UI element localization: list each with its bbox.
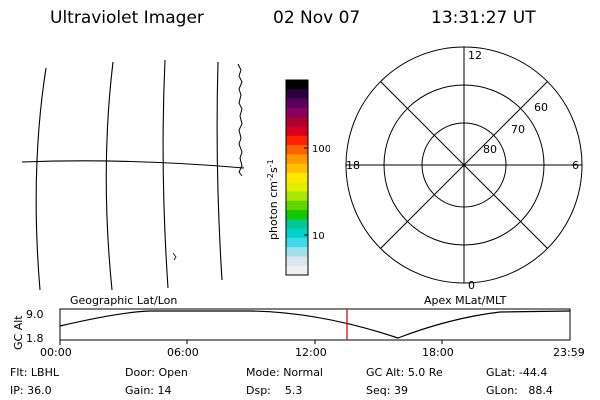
longitude-line	[35, 67, 47, 291]
polar-mlat-mlt-plot: 12 0 18 6 60 70 80	[345, 46, 583, 290]
altitude-axis-label: GC Alt	[12, 315, 25, 350]
instrument-title: Ultraviolet Imager	[50, 8, 204, 28]
colorbar-tick: 100	[312, 144, 330, 155]
colorbar-segment	[286, 117, 308, 127]
color-bar: 100 10	[285, 79, 330, 276]
apex-label: Apex MLat/MLT	[424, 294, 507, 307]
latitude-line	[21, 160, 245, 169]
colorbar-segment	[286, 163, 308, 174]
colorbar-segment	[286, 80, 308, 90]
mlt-label-6: 6	[572, 159, 579, 172]
time-tick: 23:59	[553, 346, 585, 359]
lat-label-60: 60	[534, 101, 548, 114]
colorbar-segment	[286, 182, 308, 192]
geographic-image-panel	[21, 59, 245, 291]
lat-label-70: 70	[511, 123, 525, 136]
status-dsp: Dsp: 5.3	[246, 384, 303, 397]
colorbar-segment	[286, 172, 308, 183]
colorbar-segment	[286, 89, 308, 100]
colorbar-segment	[286, 154, 308, 165]
colorbar-segment	[286, 191, 308, 202]
colorbar-segment	[286, 265, 308, 276]
observation-date: 02 Nov 07	[273, 8, 361, 28]
status-gc-alt: GC Alt: 5.0 Re	[366, 366, 443, 379]
mlt-label-18: 18	[346, 159, 360, 172]
mlt-diagonal	[380, 81, 548, 249]
colorbar-segment	[286, 135, 308, 146]
colorbar-segment	[286, 256, 308, 267]
colorbar-segment	[286, 210, 308, 220]
status-flt: Flt: LBHL	[10, 366, 59, 379]
colorbar-segment	[286, 98, 308, 109]
observation-time: 13:31:27 UT	[431, 8, 536, 28]
status-ip: IP: 36.0	[10, 384, 52, 397]
colorbar-segment	[286, 237, 308, 248]
image-boundary	[237, 63, 243, 177]
colorbar-segment	[286, 228, 308, 239]
coastline-fragment	[172, 252, 177, 261]
status-door: Door: Open	[125, 366, 188, 379]
time-tick: 00:00	[40, 346, 72, 359]
svg-text:photon cm-2s-1: photon cm-2s-1	[266, 159, 280, 240]
colorbar-segment	[286, 247, 308, 257]
colorbar-segment	[286, 145, 308, 155]
colorbar-segment	[286, 200, 308, 211]
longitude-line	[216, 61, 223, 281]
altitude-tick: 1.8	[26, 332, 44, 345]
colorbar-segment	[286, 126, 308, 137]
altitude-tick: 9.0	[26, 308, 44, 321]
longitude-line	[105, 61, 114, 291]
status-mode: Mode: Normal	[246, 366, 323, 379]
altitude-curve	[59, 310, 571, 339]
status-glat: GLat: -44.4	[486, 366, 548, 379]
altitude-timeline-plot: GC Alt 9.0 1.8	[12, 308, 571, 350]
mlt-label-12: 12	[468, 49, 482, 62]
colorbar-segment	[286, 219, 308, 230]
time-tick: 06:00	[167, 346, 199, 359]
status-glon: GLon: 88.4	[486, 384, 553, 397]
time-tick: 12:00	[295, 346, 327, 359]
colorbar-segment	[286, 107, 308, 118]
colorbar-label: photon cm-2s-1	[266, 159, 280, 240]
geographic-label: Geographic Lat/Lon	[70, 294, 178, 307]
colorbar-tick: 10	[312, 231, 325, 242]
time-tick: 18:00	[422, 346, 454, 359]
status-seq: Seq: 39	[366, 384, 408, 397]
longitude-line	[162, 59, 169, 289]
lat-label-80: 80	[483, 143, 497, 156]
status-gain: Gain: 14	[125, 384, 172, 397]
mlt-label-0: 0	[468, 279, 475, 290]
